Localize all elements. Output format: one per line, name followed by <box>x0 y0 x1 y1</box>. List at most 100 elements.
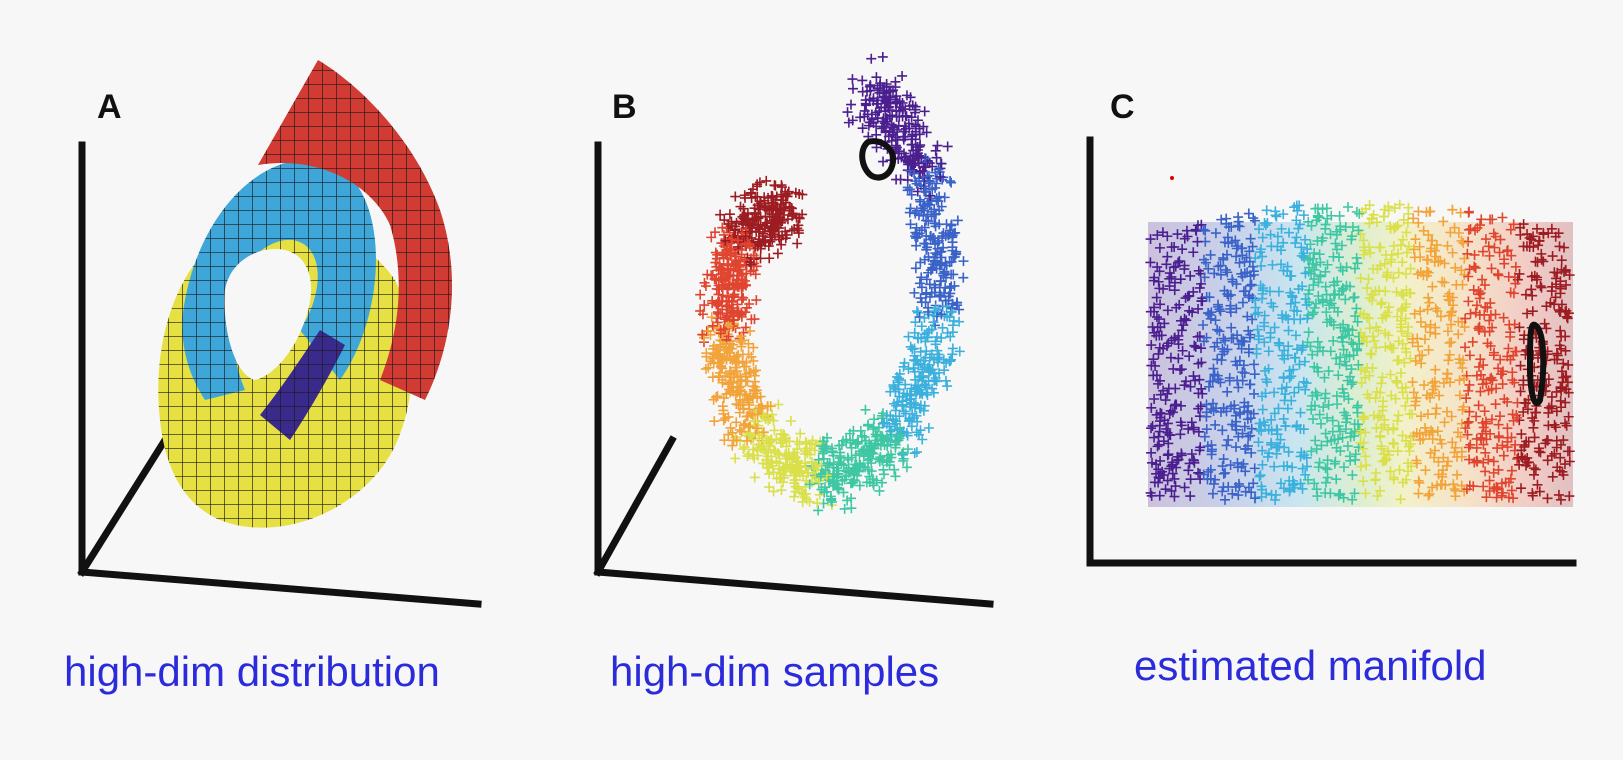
manifold-point <box>1475 386 1486 397</box>
manifold-point <box>1340 424 1351 435</box>
sample-point <box>912 307 923 318</box>
manifold-point <box>1555 383 1566 394</box>
manifold-point <box>1464 379 1475 390</box>
manifold-point <box>1381 454 1392 465</box>
manifold-point <box>1391 286 1402 297</box>
sample-point <box>875 78 886 89</box>
manifold-point <box>1527 488 1538 499</box>
sample-point <box>920 297 931 308</box>
manifold-point <box>1300 384 1311 395</box>
manifold-point <box>1379 258 1390 269</box>
manifold-point <box>1309 302 1320 313</box>
manifold-point <box>1513 452 1524 463</box>
manifold-point <box>1415 306 1426 317</box>
manifold-point <box>1520 398 1531 409</box>
manifold-point <box>1493 363 1504 374</box>
manifold-point <box>1459 373 1470 384</box>
manifold-point <box>1246 423 1257 434</box>
manifold-point <box>1349 263 1360 274</box>
sample-point <box>800 446 811 457</box>
sample-point <box>738 292 749 303</box>
manifold-point <box>1473 286 1484 297</box>
manifold-point <box>1193 403 1204 414</box>
manifold-point <box>1343 202 1354 212</box>
manifold-point <box>1439 277 1450 288</box>
manifold-point <box>1179 380 1190 391</box>
manifold-point <box>1356 377 1367 388</box>
sample-point <box>918 405 929 416</box>
manifold-point <box>1167 459 1178 470</box>
manifold-point <box>1146 447 1157 458</box>
manifold-point <box>1534 486 1545 497</box>
sample-point <box>848 83 858 94</box>
manifold-point <box>1388 272 1399 283</box>
sample-point <box>699 300 710 311</box>
manifold-point <box>1205 473 1216 484</box>
manifold-point <box>1468 284 1479 295</box>
manifold-point <box>1518 219 1529 230</box>
manifold-point <box>1385 223 1396 234</box>
manifold-point <box>1277 350 1288 361</box>
manifold-point <box>1164 281 1175 292</box>
sample-point <box>764 253 775 264</box>
sample-point <box>935 257 946 268</box>
manifold-point <box>1236 461 1247 472</box>
manifold-point <box>1250 302 1261 313</box>
sample-point <box>700 363 711 374</box>
manifold-point <box>1215 306 1226 317</box>
manifold-point <box>1477 417 1488 428</box>
manifold-point <box>1378 211 1389 222</box>
sample-point <box>764 468 775 479</box>
manifold-loop-marker <box>1526 321 1547 406</box>
manifold-point <box>1559 242 1570 253</box>
manifold-point <box>1490 231 1501 242</box>
sample-point <box>941 301 952 312</box>
manifold-point <box>1543 420 1554 431</box>
sample-point <box>932 332 943 343</box>
sample-point <box>748 342 759 353</box>
manifold-point <box>1226 221 1237 232</box>
manifold-point <box>1289 352 1300 363</box>
manifold-point <box>1291 200 1302 211</box>
sample-point <box>924 178 935 189</box>
sample-point <box>921 127 932 138</box>
manifold-point <box>1401 268 1412 279</box>
manifold-point <box>1346 231 1357 242</box>
manifold-point <box>1205 309 1216 320</box>
manifold-point <box>1282 403 1293 414</box>
manifold-point <box>1527 290 1538 301</box>
sample-point <box>894 411 905 422</box>
sample-point <box>750 269 761 280</box>
manifold-point <box>1298 376 1309 387</box>
sample-point <box>703 362 714 373</box>
manifold-point <box>1249 359 1260 370</box>
sample-point <box>863 419 874 430</box>
manifold-point <box>1196 296 1207 307</box>
sample-point <box>764 482 775 493</box>
manifold-point <box>1375 485 1386 496</box>
manifold-point <box>1551 348 1562 359</box>
manifold-point <box>1230 356 1241 367</box>
manifold-point <box>1554 340 1565 351</box>
manifold-point <box>1303 327 1314 338</box>
sample-point <box>734 424 745 435</box>
manifold-point <box>1389 439 1400 450</box>
sample-point <box>945 176 956 187</box>
manifold-point <box>1398 290 1409 301</box>
manifold-point <box>1480 301 1491 312</box>
sample-point <box>847 115 858 126</box>
sample-point <box>923 251 934 262</box>
sample-point <box>888 398 899 409</box>
manifold-point <box>1465 308 1476 319</box>
sample-point <box>929 255 940 266</box>
manifold-point <box>1558 358 1569 369</box>
manifold-point <box>1561 384 1572 395</box>
sample-point <box>911 386 922 397</box>
manifold-point <box>1429 445 1440 456</box>
manifold-point <box>1347 494 1358 505</box>
manifold-point <box>1313 290 1324 301</box>
manifold-point <box>1349 488 1360 499</box>
manifold-point <box>1425 327 1436 338</box>
manifold-point <box>1514 268 1525 279</box>
manifold-point <box>1461 484 1472 495</box>
